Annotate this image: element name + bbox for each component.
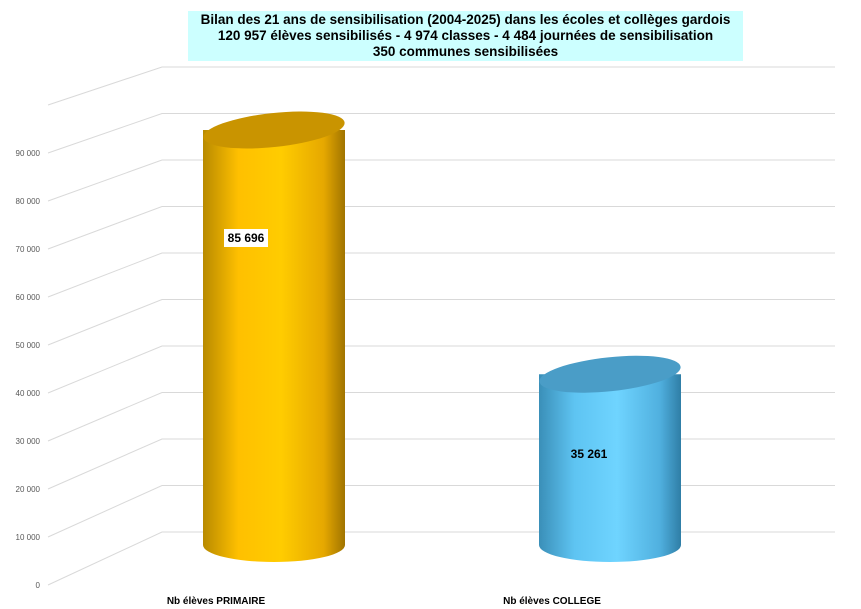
y-tick-label: 60 000 <box>16 293 41 302</box>
y-tick-label: 30 000 <box>16 437 41 446</box>
data-label-box <box>224 229 268 247</box>
y-tick-label: 80 000 <box>16 197 41 206</box>
gridline <box>47 113 835 154</box>
title-line-1: Bilan des 21 ans de sensibilisation (200… <box>200 12 731 27</box>
y-tick-label: 70 000 <box>16 245 41 254</box>
y-tick-label: 0 <box>36 581 41 590</box>
category-label-college: Nb élèves COLLEGE <box>503 596 601 607</box>
cylinder-body <box>203 130 345 562</box>
gridline <box>47 438 835 490</box>
bar-primaire: 85 696 <box>203 111 345 562</box>
gridline <box>47 299 835 346</box>
gridline <box>47 485 835 538</box>
cylinder-top <box>203 111 345 149</box>
cylinder-body <box>539 374 681 562</box>
title-line-3: 350 communes sensibilisées <box>372 44 559 59</box>
gridline <box>47 206 835 250</box>
y-tick-label: 20 000 <box>16 485 41 494</box>
y-tick-label: 90 000 <box>16 149 41 158</box>
gridline <box>47 531 835 586</box>
data-label: 85 696 <box>228 231 265 245</box>
y-tick-label: 10 000 <box>16 533 41 542</box>
cylinder-top <box>539 355 681 393</box>
gridline <box>47 66 835 106</box>
gridline <box>47 345 835 394</box>
gridline <box>47 159 835 202</box>
title-line-2: 120 957 élèves sensibilisés - 4 974 clas… <box>217 28 714 43</box>
bar-college: 35 261 <box>539 355 681 562</box>
chart-title: Bilan des 21 ans de sensibilisation (200… <box>188 11 743 61</box>
category-label-primaire: Nb élèves PRIMAIRE <box>167 596 266 607</box>
data-label: 35 261 <box>571 447 608 461</box>
gridline <box>47 252 835 298</box>
y-tick-label: 40 000 <box>16 389 41 398</box>
gridline <box>47 392 835 442</box>
y-tick-label: 50 000 <box>16 341 41 350</box>
